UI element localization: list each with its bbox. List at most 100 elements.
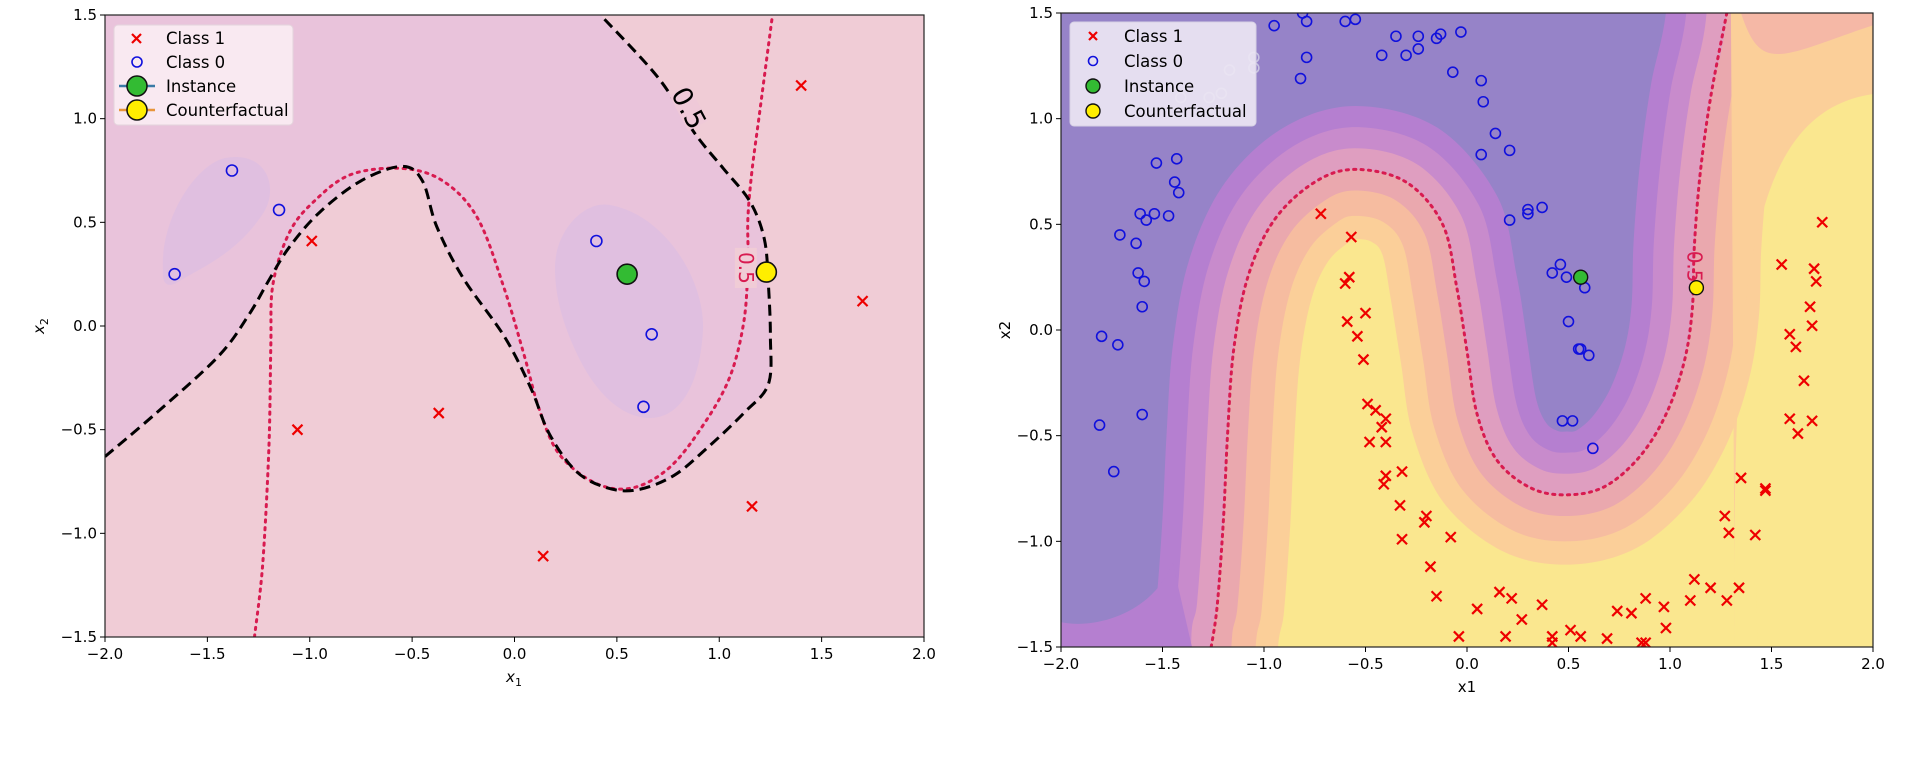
y-tick-label: −1.0 — [1017, 532, 1053, 550]
class1-point — [1453, 630, 1465, 643]
legend-label: Class 1 — [1124, 27, 1183, 46]
class1-point — [1783, 328, 1796, 341]
legend-box — [113, 24, 294, 126]
contour-level-label: 0.5 — [734, 252, 758, 284]
class0-point — [1168, 176, 1181, 188]
class0-point — [1412, 43, 1425, 55]
class1-point — [1721, 594, 1733, 607]
class1-point — [1357, 353, 1370, 366]
class0-point — [1136, 300, 1148, 313]
left-y-axis-label: x2 — [30, 318, 51, 335]
class0-point — [1587, 442, 1599, 455]
class1-point — [1684, 594, 1697, 607]
class0-point — [1093, 419, 1106, 431]
class1-point — [1380, 470, 1392, 482]
class1-point — [1798, 374, 1810, 387]
class1-point — [856, 295, 869, 307]
class0-point — [1150, 157, 1163, 169]
y-tick-label: 1.0 — [1029, 110, 1053, 128]
y-tick-label: 1.5 — [1029, 4, 1053, 22]
class0-point — [1107, 465, 1120, 478]
class0-point — [1503, 144, 1516, 157]
class0-point — [1138, 275, 1151, 288]
class0-point — [1130, 237, 1142, 250]
model-decision-boundary — [105, 15, 773, 493]
class1-point — [1639, 592, 1652, 605]
x-tick-label: −2.0 — [1043, 655, 1079, 673]
right-plot-background: 0.5 — [1061, 13, 1873, 647]
legend-item-instance: Instance — [119, 75, 236, 97]
x-tick-label: 0.0 — [503, 645, 527, 663]
x-tick-label: −0.5 — [394, 645, 430, 663]
class1-point — [1611, 605, 1623, 617]
class0-point — [1489, 127, 1502, 140]
y-tick-label: −0.5 — [1017, 427, 1053, 445]
class1-point — [1343, 271, 1356, 283]
y-tick-label: −0.5 — [61, 421, 97, 439]
probability-band — [1741, 13, 1873, 55]
class1-point — [1808, 262, 1820, 275]
class1-point — [1380, 436, 1392, 448]
class1-point — [1430, 590, 1443, 603]
class0-point — [1503, 214, 1516, 226]
true-boundary-label: 0.5 — [1682, 251, 1706, 283]
class1-point — [1339, 277, 1351, 290]
x-tick-label: 0.0 — [1455, 655, 1479, 673]
class0-point — [1455, 26, 1467, 38]
class0-point — [1522, 203, 1534, 216]
class1-point — [1345, 231, 1358, 243]
x-tick-label: −0.5 — [1347, 655, 1383, 673]
left-data-points — [168, 79, 869, 562]
class0-point — [1349, 13, 1362, 26]
class0-point — [1112, 338, 1124, 351]
counterfactual-point — [1688, 280, 1705, 296]
class1-point — [1783, 412, 1796, 425]
class1-point — [1749, 529, 1762, 541]
class0-point — [272, 203, 286, 217]
class0-point — [1268, 19, 1280, 32]
right-x-axis-label: x1 — [1458, 678, 1476, 696]
x-tick-label: −1.0 — [292, 645, 328, 663]
class1-point — [1363, 436, 1376, 448]
class1-point — [1546, 636, 1559, 647]
class1-point — [1375, 421, 1388, 433]
class1-point — [1369, 404, 1382, 417]
right-x-ticks: −2.0 −1.5 −1.0 −0.5 0.0 0.5 1.0 1.5 2.0 — [1043, 647, 1885, 673]
right-plot: 0.5 −2.0 −1.5 −1.0 −0.5 0.0 0.5 1.0 1.5 2.0 −1.5… — [996, 4, 1885, 696]
legend-item-counterfactual: Counterfactual — [1085, 102, 1247, 121]
class0-point — [1562, 315, 1575, 328]
contour-level-label: 0.5 — [1682, 251, 1706, 283]
x-tick-label: −1.5 — [189, 645, 225, 663]
class1-point — [1499, 630, 1512, 643]
class1-point — [306, 235, 318, 247]
class1-point — [1315, 207, 1327, 220]
class0-point — [1434, 28, 1447, 40]
y-tick-label: 1.0 — [73, 110, 97, 128]
class1-point — [1574, 630, 1587, 643]
class1-point — [1516, 613, 1528, 626]
left-y-ticks: −1.5 −1.0 −0.5 0.0 0.5 1.0 1.5 — [61, 6, 105, 646]
probability-band — [1756, 148, 1873, 647]
class0-point — [1134, 207, 1146, 220]
class0-point — [1554, 258, 1567, 271]
left-x-ticks: −2.0 −1.5 −1.0 −0.5 0.0 0.5 1.0 1.5 2.0 — [87, 637, 936, 663]
class1-point — [1424, 560, 1437, 573]
class0-high-region — [162, 156, 271, 285]
probability-band — [1061, 13, 1666, 647]
class1-point — [1639, 636, 1652, 647]
class1-point — [432, 407, 445, 419]
legend-label: Instance — [166, 77, 236, 96]
class0-point — [1475, 74, 1488, 87]
legend-label: Class 1 — [166, 29, 225, 48]
x-marker-icon — [131, 33, 142, 44]
class0-point — [645, 327, 658, 341]
class1-point — [1418, 516, 1431, 529]
class0-point — [1095, 330, 1108, 343]
true-boundary-label: 0.5 — [734, 247, 758, 288]
class0-point — [1546, 267, 1559, 279]
class1-point — [537, 550, 549, 562]
class0-point — [1294, 72, 1307, 85]
instance-marker-icon — [1085, 78, 1101, 94]
class0-point — [1412, 30, 1425, 43]
class1-point — [1806, 415, 1818, 427]
